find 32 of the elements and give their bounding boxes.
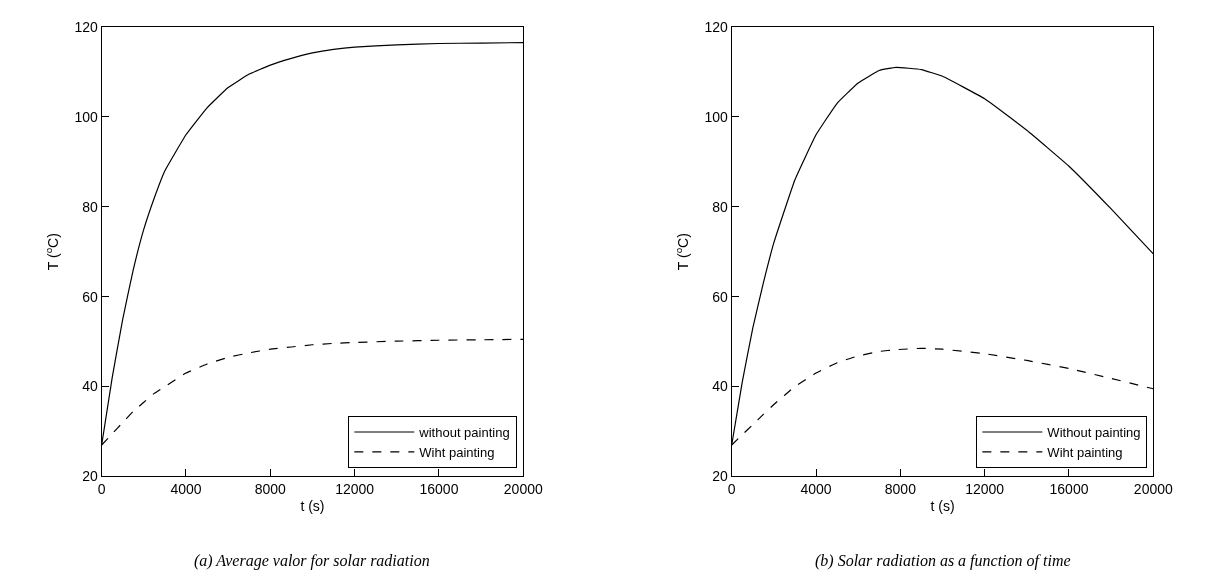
x-tick-label: 16000 xyxy=(1049,481,1089,498)
x-tick-label: 12000 xyxy=(335,481,375,498)
y-tick-label: 20 xyxy=(712,468,729,485)
y-tick-label: 100 xyxy=(704,108,729,125)
legend-label: without painting xyxy=(418,425,510,441)
y-tick-label: 40 xyxy=(712,378,729,395)
x-axis-title: t (s) xyxy=(300,497,325,514)
x-tick-label: 16000 xyxy=(419,481,459,498)
x-tick-label: 8000 xyxy=(884,481,917,498)
y-tick-label: 40 xyxy=(82,378,99,395)
text: (b) Solar radiation as a function of time xyxy=(815,552,1071,570)
y-tick-label: 80 xyxy=(82,198,99,215)
x-tick-label: 4000 xyxy=(170,481,202,498)
y-tick-label: 60 xyxy=(712,288,729,305)
x-tick-label: 0 xyxy=(727,481,736,498)
text: (a) Average valor for solar radiation xyxy=(194,552,430,570)
x-tick-label: 4000 xyxy=(800,481,832,498)
legend-label: Without painting xyxy=(1047,425,1141,441)
y-tick-label: 20 xyxy=(82,468,99,485)
x-tick-label: 20000 xyxy=(1133,481,1173,498)
x-tick-label: 12000 xyxy=(965,481,1005,498)
legend-label: Wiht painting xyxy=(419,444,495,460)
y-tick-label: 80 xyxy=(712,198,729,215)
y-tick-label: 60 xyxy=(82,288,99,305)
legend-label: Wiht painting xyxy=(1047,444,1123,460)
y-tick-label: 120 xyxy=(704,18,729,35)
x-tick-label: 8000 xyxy=(254,481,287,498)
y-tick-label: 120 xyxy=(74,18,99,35)
x-tick-label: 20000 xyxy=(503,481,543,498)
x-tick-label: 0 xyxy=(97,481,106,498)
x-axis-title: t (s) xyxy=(930,497,955,514)
y-tick-label: 100 xyxy=(74,108,99,125)
